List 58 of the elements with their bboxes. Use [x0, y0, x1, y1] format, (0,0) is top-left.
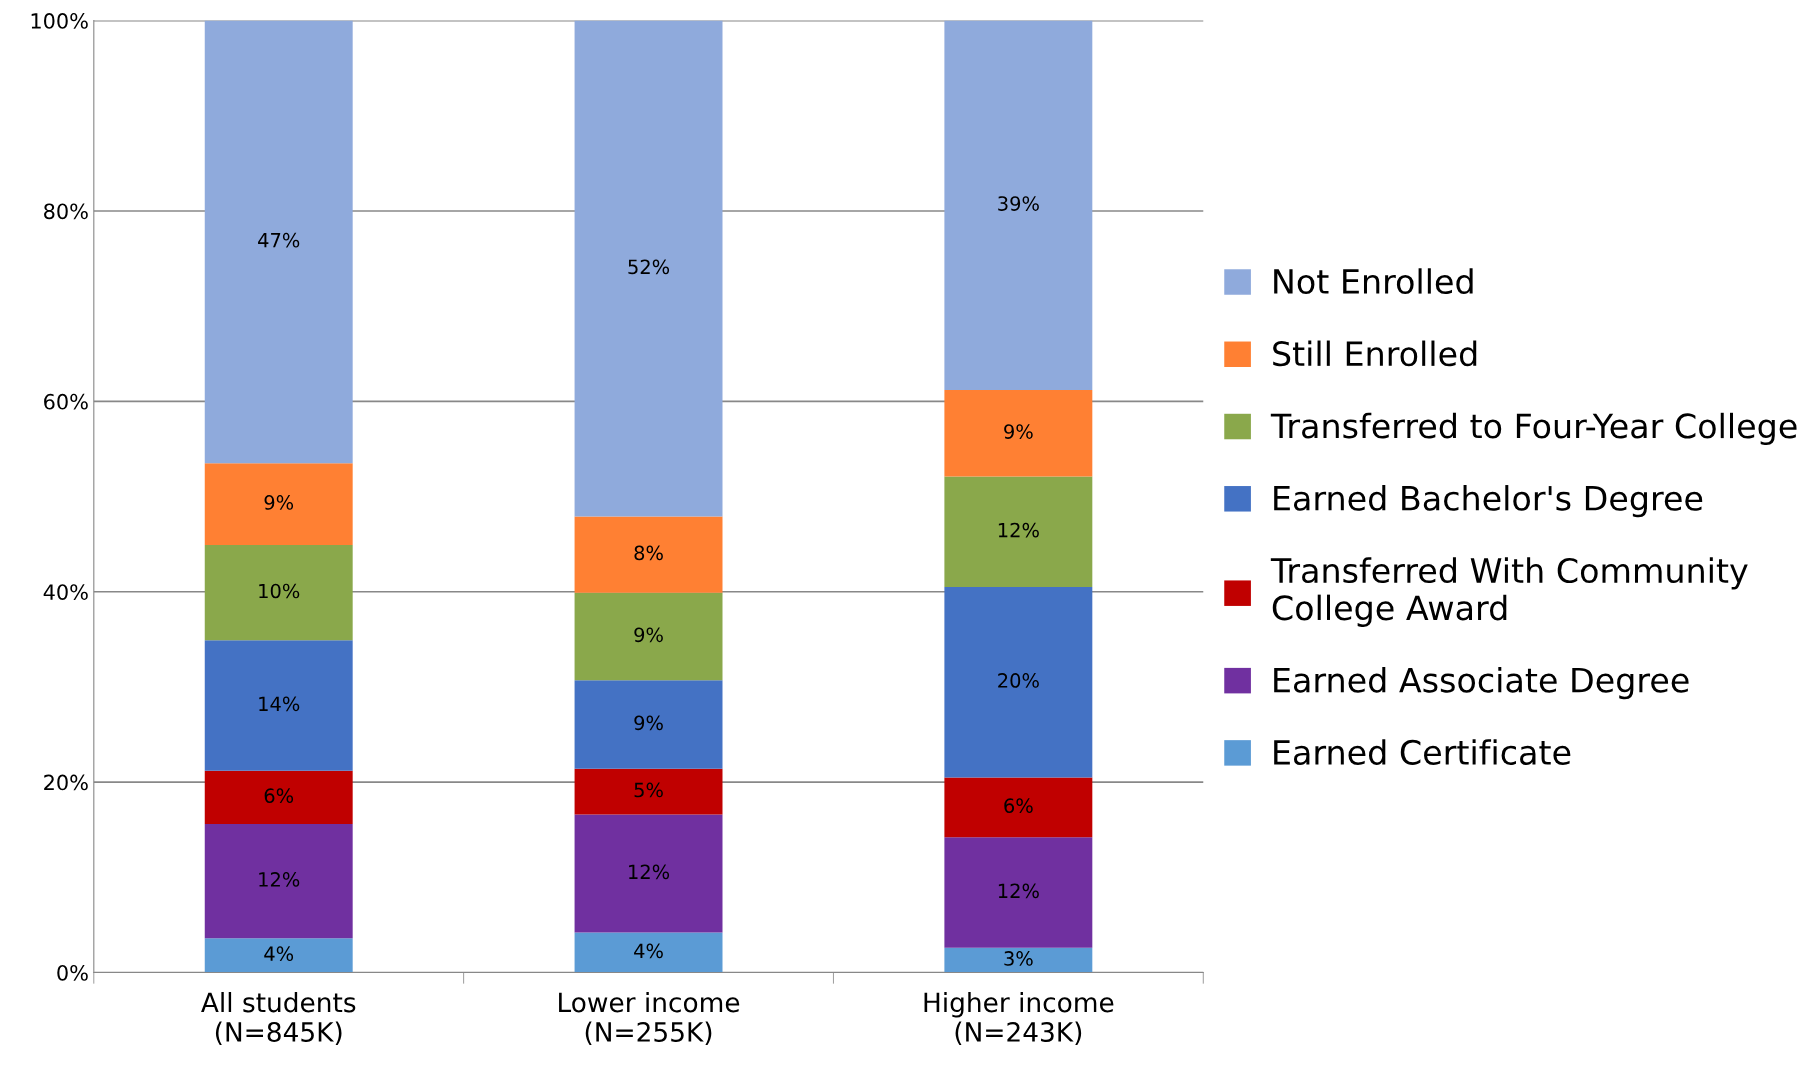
bar: [944, 20, 1093, 390]
legend-label: Still Enrolled: [1273, 340, 1477, 367]
legend-label: Earned Associate Degree: [1274, 666, 1689, 700]
y-tick-label: 40%: [43, 584, 88, 600]
data-label: 9%: [634, 715, 663, 731]
y-tick-label: 60%: [44, 393, 88, 410]
legend-label: Earned Bachelor's Degree: [1274, 485, 1703, 518]
bar: [944, 586, 1093, 778]
data-label: 4%: [634, 943, 663, 959]
bar: [204, 770, 353, 825]
bar: [944, 837, 1093, 948]
data-label: 4%: [264, 946, 294, 962]
data-label: 52%: [628, 259, 670, 275]
data-label: 12%: [629, 864, 670, 880]
data-label: 5%: [634, 782, 663, 798]
data-label: 12%: [998, 883, 1039, 899]
bar: [204, 938, 353, 973]
legend-label: Transferred With Community College Award: [1270, 557, 1748, 627]
bar: [574, 592, 723, 681]
legend-label: Not Enrolled: [1274, 268, 1473, 295]
x-tick-label: Lower income (N=255K): [559, 991, 740, 1046]
data-label: 6%: [1004, 798, 1033, 814]
x-tick-label: All students (N=845K): [201, 991, 356, 1046]
data-label: 8%: [634, 545, 663, 561]
data-label: 12%: [259, 872, 300, 887]
bar: [204, 545, 353, 641]
y-tick-label: 0%: [57, 964, 88, 981]
y-tick-label: 100%: [31, 13, 88, 29]
data-label: 9%: [1004, 424, 1033, 439]
bar: [204, 640, 353, 771]
data-label: 6%: [264, 788, 294, 804]
bar: [574, 814, 723, 933]
bar: [574, 680, 723, 769]
x-tick-label: Higher income (N=243K): [924, 991, 1114, 1046]
bar: [944, 476, 1093, 587]
bar: [574, 932, 723, 973]
bar: [944, 777, 1093, 838]
bar: [204, 824, 353, 939]
bar: [574, 768, 723, 815]
bar: [944, 947, 1093, 973]
bar: [574, 516, 723, 593]
y-tick-label: 80%: [44, 203, 88, 220]
legend-label: Earned Certificate: [1274, 739, 1571, 765]
y-tick-label: 20%: [44, 774, 88, 791]
data-label: 47%: [258, 232, 300, 248]
bar: [204, 463, 353, 546]
bar: [574, 20, 723, 517]
legend-label: Transferred to Four-Year College: [1270, 412, 1797, 446]
data-label: 10%: [259, 583, 300, 599]
data-label: 20%: [998, 673, 1039, 688]
data-label: 12%: [998, 522, 1039, 538]
data-label: 14%: [259, 696, 300, 712]
data-label: 9%: [264, 495, 294, 510]
data-label: 39%: [998, 196, 1039, 211]
bar: [204, 20, 353, 464]
data-label: 3%: [1004, 951, 1033, 966]
data-label: 9%: [634, 627, 663, 643]
bar: [944, 389, 1093, 477]
